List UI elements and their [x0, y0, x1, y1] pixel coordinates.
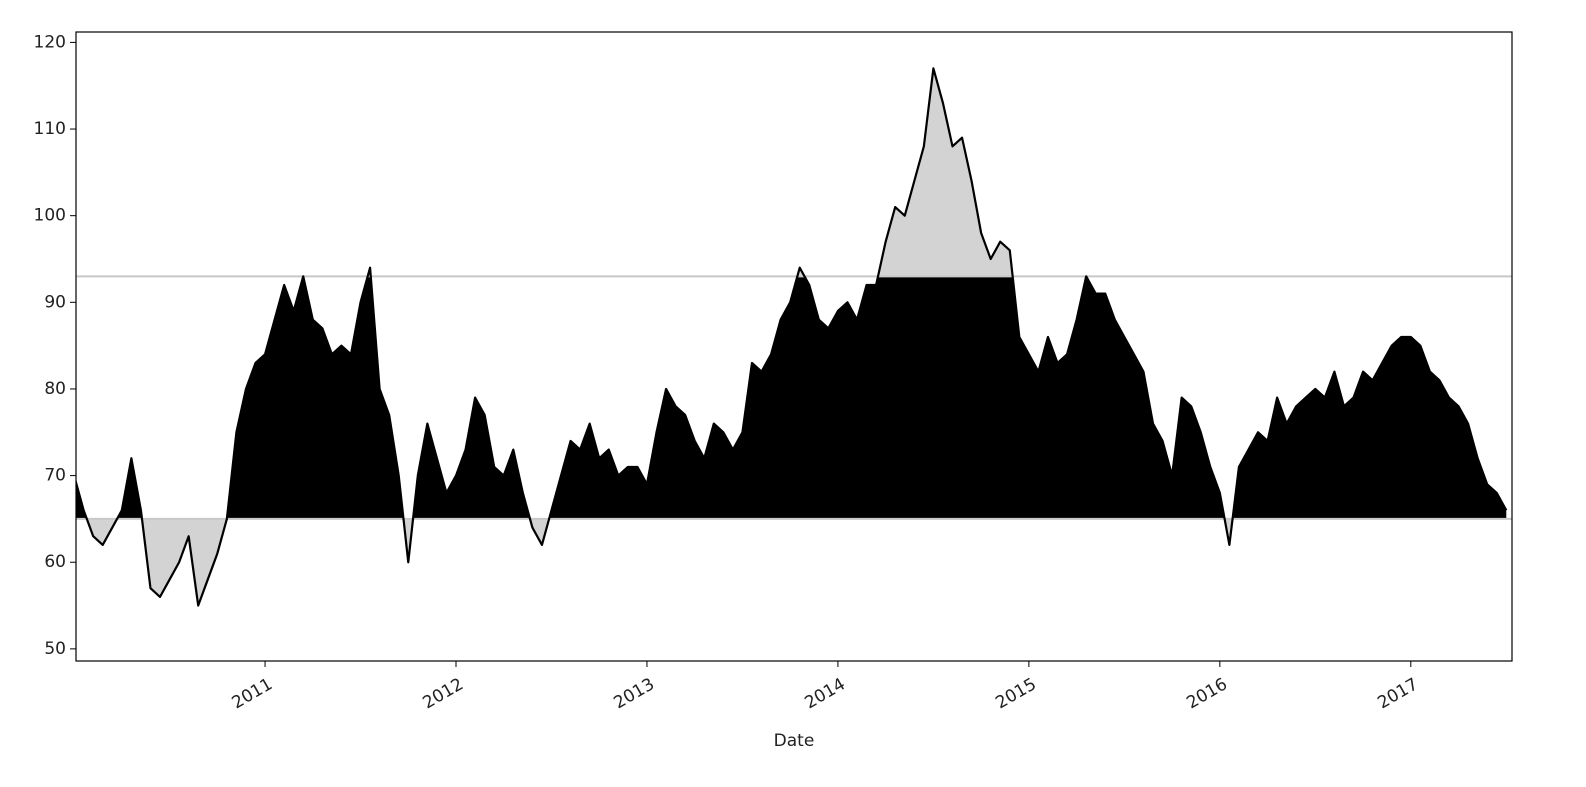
x-tick-label: 2016: [1183, 674, 1230, 713]
y-tick-label: 50: [44, 639, 66, 659]
y-tick-label: 90: [44, 292, 66, 312]
x-tick-label: 2015: [992, 674, 1039, 713]
y-tick-label: 80: [44, 379, 66, 399]
x-tick-label: 2017: [1374, 674, 1421, 713]
plot-frame: [75, 31, 1513, 662]
y-tick-label: 100: [34, 206, 66, 226]
y-tick-label: 70: [44, 466, 66, 486]
line: [76, 67, 1508, 607]
y-tick-label: 120: [34, 32, 66, 52]
y-tick-label: 110: [34, 119, 66, 139]
x-axis-label: Date: [774, 731, 815, 751]
area-inside: [76, 276, 1507, 519]
x-tick-label: 2013: [610, 674, 657, 713]
x-tick-label: 2014: [801, 674, 848, 713]
y-tick-label: 60: [44, 552, 66, 572]
x-tick-label: 2012: [420, 674, 467, 713]
x-tick-label: 2011: [229, 674, 276, 713]
